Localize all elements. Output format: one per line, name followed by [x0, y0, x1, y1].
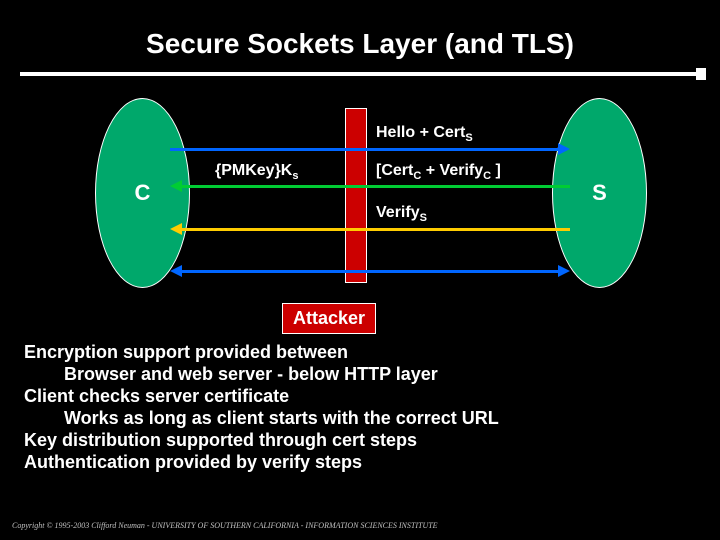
- body-line-6: Authentication provided by verify steps: [24, 452, 704, 474]
- client-label: C: [135, 180, 151, 206]
- body-line-1: Encryption support provided between: [24, 342, 704, 364]
- server-label: S: [592, 180, 607, 206]
- slide-title: Secure Sockets Layer (and TLS): [0, 28, 720, 60]
- attacker-label: Attacker: [282, 303, 376, 334]
- arrow-pmkey-label-right: [CertC + VerifyC ]: [376, 162, 501, 182]
- title-underline-end: [696, 68, 706, 80]
- arrow-verify-label: VerifyS: [376, 204, 427, 224]
- body-line-5: Key distribution supported through cert …: [24, 430, 704, 452]
- title-underline: [20, 72, 700, 76]
- body-line-3: Client checks server certificate: [24, 386, 704, 408]
- copyright-text: Copyright © 1995-2003 Clifford Neuman - …: [12, 521, 438, 530]
- attacker-bar: [345, 108, 367, 283]
- arrow-pmkey-label-left: {PMKey}Ks: [215, 162, 298, 182]
- body-line-2: Browser and web server - below HTTP laye…: [64, 364, 704, 386]
- body-line-4: Works as long as client starts with the …: [64, 408, 704, 430]
- server-node: S: [552, 98, 647, 288]
- body-text: Encryption support provided between Brow…: [24, 342, 704, 474]
- arrow-hello-label: Hello + CertS: [376, 124, 473, 144]
- client-node: C: [95, 98, 190, 288]
